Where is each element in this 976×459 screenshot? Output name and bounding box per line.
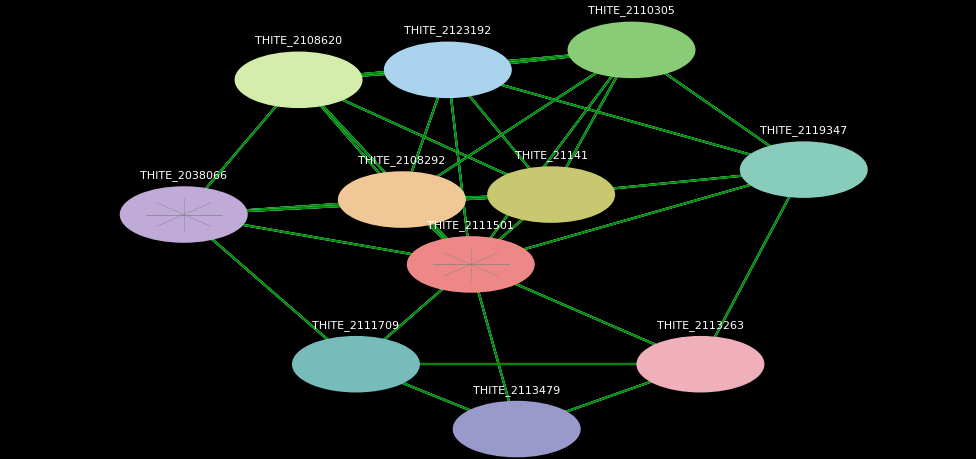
Circle shape bbox=[568, 22, 695, 77]
Circle shape bbox=[488, 167, 614, 222]
Text: THITE_2123192: THITE_2123192 bbox=[404, 26, 492, 36]
Text: THITE_2113479: THITE_2113479 bbox=[473, 385, 560, 396]
Text: THITE_2108292: THITE_2108292 bbox=[358, 155, 446, 166]
Circle shape bbox=[741, 142, 867, 197]
Circle shape bbox=[454, 402, 580, 457]
Text: THITE_2110305: THITE_2110305 bbox=[589, 6, 675, 17]
Text: THITE_2113263: THITE_2113263 bbox=[657, 320, 744, 331]
Circle shape bbox=[235, 52, 362, 107]
Circle shape bbox=[385, 42, 511, 97]
Circle shape bbox=[293, 337, 419, 392]
Text: THITE_2111709: THITE_2111709 bbox=[312, 320, 399, 331]
Circle shape bbox=[408, 237, 534, 292]
Text: THITE_2108620: THITE_2108620 bbox=[255, 35, 343, 46]
Circle shape bbox=[121, 187, 247, 242]
Text: THITE_21141: THITE_21141 bbox=[514, 150, 588, 161]
Circle shape bbox=[339, 172, 465, 227]
Circle shape bbox=[637, 337, 763, 392]
Text: THITE_2119347: THITE_2119347 bbox=[760, 125, 847, 136]
Text: THITE_2038066: THITE_2038066 bbox=[141, 170, 227, 181]
Text: THITE_2111501: THITE_2111501 bbox=[427, 220, 514, 231]
